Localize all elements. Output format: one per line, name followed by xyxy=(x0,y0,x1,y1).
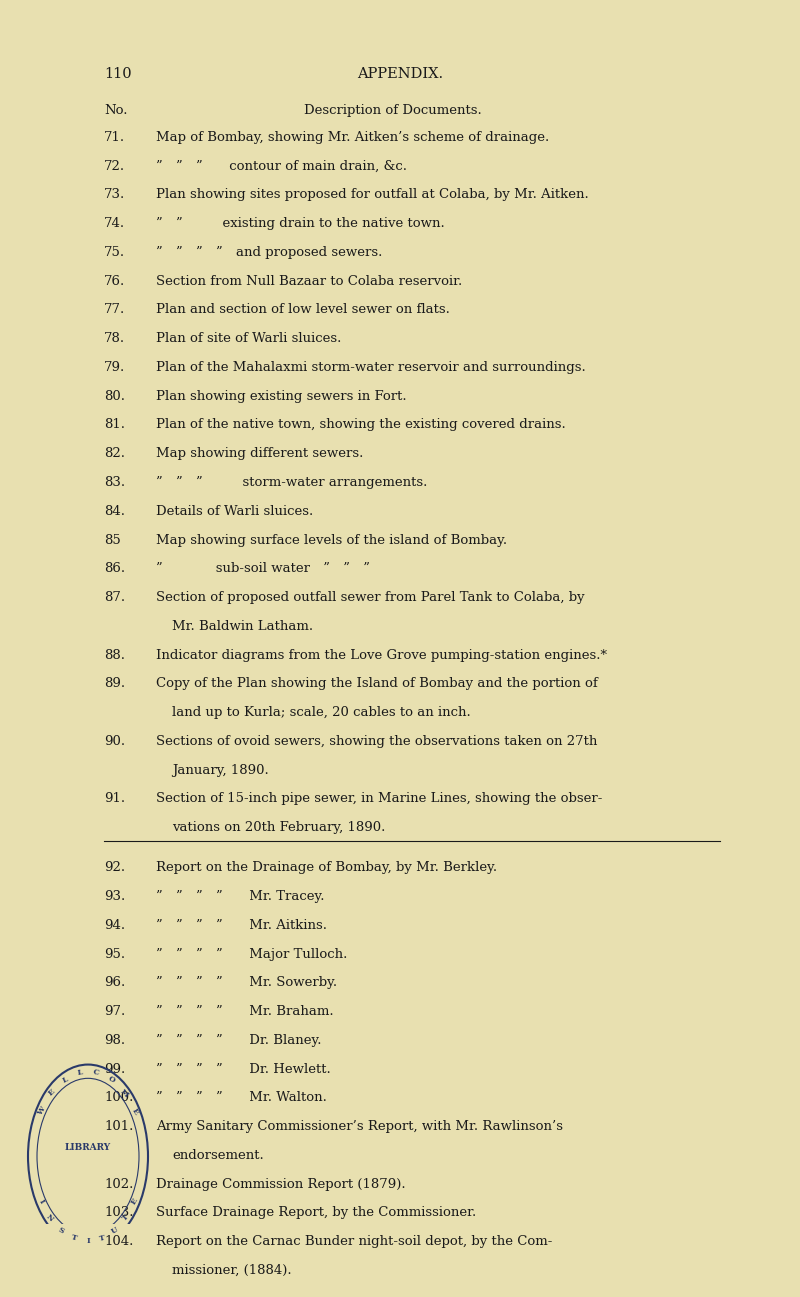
Text: 95.: 95. xyxy=(104,948,125,961)
Text: Plan of the Mahalaxmi storm-water reservoir and surroundings.: Plan of the Mahalaxmi storm-water reserv… xyxy=(156,361,586,374)
Text: ” ” ” ”  Mr. Braham.: ” ” ” ” Mr. Braham. xyxy=(156,1005,334,1018)
Text: endorsement.: endorsement. xyxy=(172,1149,264,1162)
Text: No.: No. xyxy=(104,104,127,117)
Text: 75.: 75. xyxy=(104,246,125,259)
Text: 103.: 103. xyxy=(104,1206,134,1219)
Text: missioner, (1884).: missioner, (1884). xyxy=(172,1263,292,1276)
Text: 80.: 80. xyxy=(104,389,125,403)
Text: W: W xyxy=(35,1106,47,1118)
Text: January, 1890.: January, 1890. xyxy=(172,764,269,777)
Text: 99.: 99. xyxy=(104,1062,126,1075)
Text: Copy of the Plan showing the Island of Bombay and the portion of: Copy of the Plan showing the Island of B… xyxy=(156,677,598,690)
Text: Details of Warli sluices.: Details of Warli sluices. xyxy=(156,505,314,518)
Text: ” ” ” ” and proposed sewers.: ” ” ” ” and proposed sewers. xyxy=(156,246,382,259)
Text: 102.: 102. xyxy=(104,1178,134,1191)
Text: 90.: 90. xyxy=(104,735,125,748)
Text: Plan of site of Warli sluices.: Plan of site of Warli sluices. xyxy=(156,332,342,345)
Text: ” ” ” ”  Major Tulloch.: ” ” ” ” Major Tulloch. xyxy=(156,948,347,961)
Text: 100.: 100. xyxy=(104,1091,134,1104)
Text: 93.: 93. xyxy=(104,890,126,903)
Text: Section from Null Bazaar to Colaba reservoir.: Section from Null Bazaar to Colaba reser… xyxy=(156,275,462,288)
Text: Plan showing existing sewers in Fort.: Plan showing existing sewers in Fort. xyxy=(156,389,406,403)
Text: 81.: 81. xyxy=(104,419,125,432)
Text: 89.: 89. xyxy=(104,677,125,690)
Text: 97.: 97. xyxy=(104,1005,126,1018)
Text: ” ” ” ”  Dr. Blaney.: ” ” ” ” Dr. Blaney. xyxy=(156,1034,322,1047)
Text: E: E xyxy=(130,1106,140,1117)
Text: ” ” ”   storm-water arrangements.: ” ” ” storm-water arrangements. xyxy=(156,476,427,489)
Text: vations on 20th February, 1890.: vations on 20th February, 1890. xyxy=(172,821,386,834)
Text: 86.: 86. xyxy=(104,563,125,576)
Text: Map showing different sewers.: Map showing different sewers. xyxy=(156,447,363,460)
Text: Surface Drainage Report, by the Commissioner.: Surface Drainage Report, by the Commissi… xyxy=(156,1206,476,1219)
Text: Section of 15-inch pipe sewer, in Marine Lines, showing the obser-: Section of 15-inch pipe sewer, in Marine… xyxy=(156,792,602,805)
Text: 73.: 73. xyxy=(104,188,126,201)
Text: E: E xyxy=(130,1196,140,1206)
Text: T: T xyxy=(70,1233,78,1243)
Text: 110: 110 xyxy=(104,67,132,82)
Text: ” ” ” ”  Mr. Walton.: ” ” ” ” Mr. Walton. xyxy=(156,1091,327,1104)
Text: land up to Kurla; scale, 20 cables to an inch.: land up to Kurla; scale, 20 cables to an… xyxy=(172,706,470,719)
Text: 71.: 71. xyxy=(104,131,125,144)
Text: 96.: 96. xyxy=(104,977,126,990)
Text: 94.: 94. xyxy=(104,918,125,931)
Text: 78.: 78. xyxy=(104,332,125,345)
Text: ”    sub-soil water ” ” ”: ” sub-soil water ” ” ” xyxy=(156,563,370,576)
Text: ” ” ” ”  Mr. Aitkins.: ” ” ” ” Mr. Aitkins. xyxy=(156,918,327,931)
Text: ” ” ” ”  Dr. Hewlett.: ” ” ” ” Dr. Hewlett. xyxy=(156,1062,330,1075)
Text: I: I xyxy=(86,1237,90,1245)
Text: ” ” ” ”  Mr. Tracey.: ” ” ” ” Mr. Tracey. xyxy=(156,890,325,903)
Text: Plan of the native town, showing the existing covered drains.: Plan of the native town, showing the exi… xyxy=(156,419,566,432)
Text: ” ” ” ”  Mr. Sowerby.: ” ” ” ” Mr. Sowerby. xyxy=(156,977,337,990)
Text: Drainage Commission Report (1879).: Drainage Commission Report (1879). xyxy=(156,1178,406,1191)
Text: Description of Documents.: Description of Documents. xyxy=(304,104,482,117)
Text: 77.: 77. xyxy=(104,303,126,316)
Text: L: L xyxy=(61,1075,69,1084)
Text: L: L xyxy=(77,1069,83,1077)
Text: ” ” ”  contour of main drain, &c.: ” ” ” contour of main drain, &c. xyxy=(156,160,407,173)
Text: Report on the Drainage of Bombay, by Mr. Berkley.: Report on the Drainage of Bombay, by Mr.… xyxy=(156,861,497,874)
Text: 88.: 88. xyxy=(104,648,125,661)
Text: Mr. Baldwin Latham.: Mr. Baldwin Latham. xyxy=(172,620,313,633)
Text: APPENDIX.: APPENDIX. xyxy=(357,67,443,82)
Text: 98.: 98. xyxy=(104,1034,125,1047)
Text: Plan showing sites proposed for outfall at Colaba, by Mr. Aitken.: Plan showing sites proposed for outfall … xyxy=(156,188,589,201)
Text: ” ”   existing drain to the native town.: ” ” existing drain to the native town. xyxy=(156,217,445,230)
Text: T: T xyxy=(98,1233,106,1243)
Text: Plan and section of low level sewer on flats.: Plan and section of low level sewer on f… xyxy=(156,303,450,316)
Text: 84.: 84. xyxy=(104,505,125,518)
Text: 79.: 79. xyxy=(104,361,126,374)
Text: 83.: 83. xyxy=(104,476,125,489)
Text: Map showing surface levels of the island of Bombay.: Map showing surface levels of the island… xyxy=(156,533,507,546)
Text: Indicator diagrams from the Love Grove pumping-station engines.*: Indicator diagrams from the Love Grove p… xyxy=(156,648,607,661)
Text: 85: 85 xyxy=(104,533,121,546)
Text: 91.: 91. xyxy=(104,792,125,805)
Text: O: O xyxy=(106,1075,116,1084)
Text: M: M xyxy=(118,1087,130,1099)
Text: 87.: 87. xyxy=(104,591,125,604)
Text: Report on the Carnac Bunder night-soil depot, by the Com-: Report on the Carnac Bunder night-soil d… xyxy=(156,1235,552,1248)
Text: Section of proposed outfall sewer from Parel Tank to Colaba, by: Section of proposed outfall sewer from P… xyxy=(156,591,585,604)
Text: C: C xyxy=(92,1069,99,1078)
Text: U: U xyxy=(110,1226,119,1235)
Text: 74.: 74. xyxy=(104,217,125,230)
Text: T: T xyxy=(121,1213,131,1223)
Text: 76.: 76. xyxy=(104,275,126,288)
Text: 104.: 104. xyxy=(104,1235,134,1248)
Text: 82.: 82. xyxy=(104,447,125,460)
Text: Army Sanitary Commissioner’s Report, with Mr. Rawlinson’s: Army Sanitary Commissioner’s Report, wit… xyxy=(156,1121,563,1134)
Text: 101.: 101. xyxy=(104,1121,134,1134)
Text: E: E xyxy=(46,1088,56,1099)
Text: 92.: 92. xyxy=(104,861,125,874)
Text: I: I xyxy=(37,1197,46,1205)
Text: Map of Bombay, showing Mr. Aitken’s scheme of drainage.: Map of Bombay, showing Mr. Aitken’s sche… xyxy=(156,131,550,144)
Text: N: N xyxy=(45,1213,55,1223)
Text: S: S xyxy=(57,1226,66,1235)
Text: 72.: 72. xyxy=(104,160,125,173)
Text: LIBRARY: LIBRARY xyxy=(65,1143,111,1152)
Text: Sections of ovoid sewers, showing the observations taken on 27th: Sections of ovoid sewers, showing the ob… xyxy=(156,735,598,748)
